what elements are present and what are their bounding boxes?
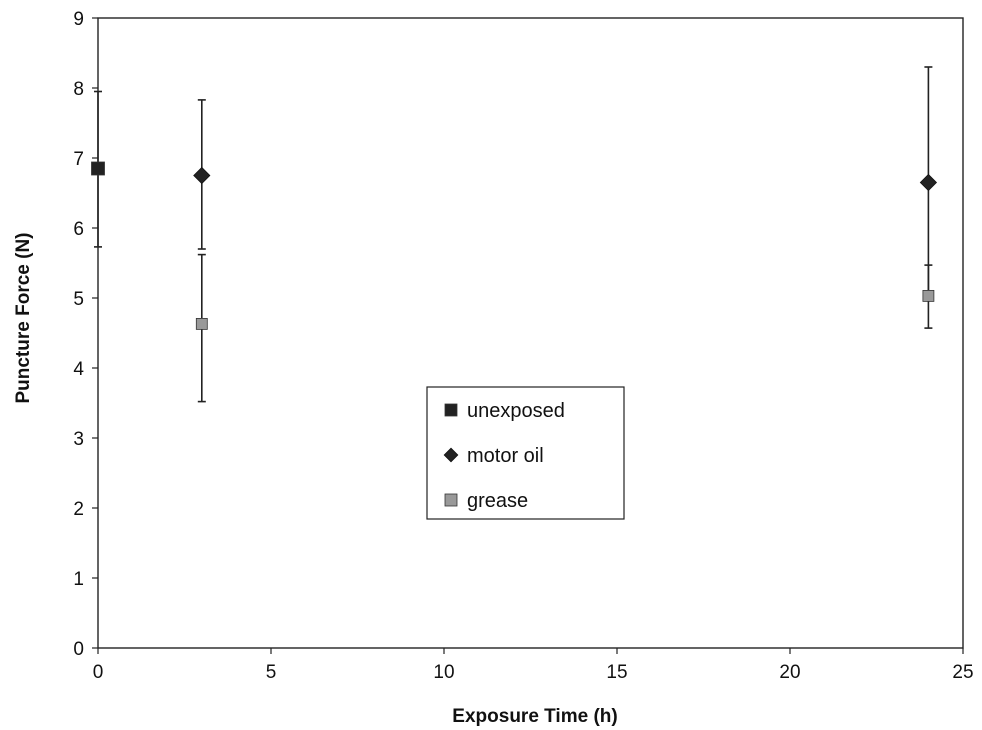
series-grease — [195, 253, 935, 403]
data-point-grease — [195, 317, 208, 330]
data-point-grease — [922, 289, 935, 302]
y-tick-label: 0 — [73, 639, 84, 660]
y-tick-label: 7 — [73, 149, 84, 170]
data-point-motor-oil — [919, 173, 938, 192]
x-tick-label: 0 — [93, 662, 104, 683]
data-point-unexposed — [91, 161, 105, 176]
x-tick-label: 15 — [606, 662, 627, 683]
plot-frame — [97, 17, 964, 649]
y-tick-label: 5 — [73, 289, 84, 310]
x-tick-label: 20 — [779, 662, 800, 683]
legend-marker-unexposed — [444, 403, 458, 417]
y-tick-label: 1 — [73, 569, 84, 590]
y-axis-title: Puncture Force (N) — [13, 232, 34, 403]
y-tick-label: 2 — [73, 499, 84, 520]
y-tick-label: 8 — [73, 79, 84, 100]
x-tick-label: 5 — [266, 662, 277, 683]
data-point-motor-oil — [193, 166, 211, 185]
legend-label-motor-oil: motor oil — [467, 445, 544, 467]
y-tick-label: 6 — [73, 219, 84, 240]
legend-box — [426, 386, 625, 520]
legend-marker-grease — [444, 493, 458, 507]
x-tick-label: 10 — [433, 662, 454, 683]
x-axis-ticks: 0 5 10 15 20 25 — [93, 648, 974, 683]
legend-label-grease: grease — [467, 490, 528, 512]
x-tick-label: 25 — [952, 662, 973, 683]
legend-label-unexposed: unexposed — [467, 400, 565, 422]
plot-area — [97, 17, 964, 649]
y-tick-label: 9 — [73, 9, 84, 30]
y-axis-ticks: 0 1 2 3 4 5 6 7 8 9 — [73, 9, 98, 660]
legend: unexposed motor oil grease — [426, 386, 625, 520]
legend-marker-motor-oil — [443, 447, 459, 463]
series-unexposed — [91, 90, 105, 248]
data-series — [91, 66, 938, 403]
y-tick-label: 3 — [73, 429, 84, 450]
x-axis-title: Exposure Time (h) — [452, 706, 617, 727]
y-tick-label: 4 — [73, 359, 84, 380]
series-motor-oil — [193, 66, 938, 299]
